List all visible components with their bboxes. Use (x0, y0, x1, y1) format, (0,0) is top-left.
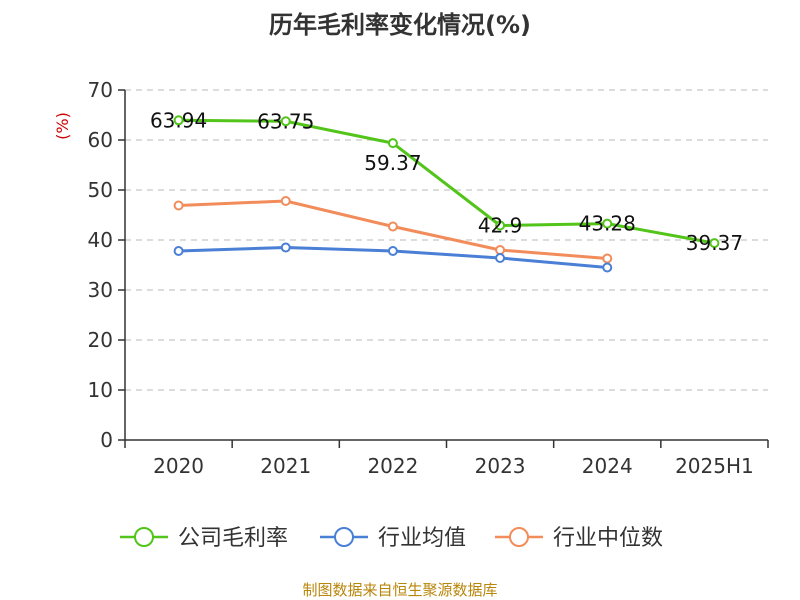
data-point[interactable] (495, 220, 506, 231)
legend-label: 公司毛利率 (178, 526, 288, 551)
y-axis-unit-label: (%) (53, 112, 72, 140)
y-tick-label: 0 (100, 428, 113, 452)
y-tick-label: 60 (88, 128, 113, 152)
y-tick-label: 50 (88, 178, 113, 202)
data-point[interactable] (602, 262, 613, 273)
legend-swatch-marker (509, 527, 529, 547)
data-point[interactable] (495, 245, 506, 255)
data-point[interactable] (280, 116, 291, 127)
data-label: 63.75 (257, 109, 314, 133)
data-point[interactable] (495, 253, 506, 263)
x-tick-label: 2025H1 (675, 454, 754, 478)
legend-item-2[interactable]: 行业中位数 (495, 526, 663, 551)
data-label: 42.9 (478, 214, 523, 238)
axes: 0 10 20 30 40 50 60 70 2020 2021 2022 2023 2024 2025H… (88, 78, 769, 478)
x-tick-label: 2020 (153, 454, 204, 478)
legend-label: 行业均值 (378, 526, 466, 551)
data-point[interactable] (387, 246, 398, 256)
x-tick-label: 2024 (582, 454, 633, 478)
x-tick-label: 2021 (260, 454, 311, 478)
legend-swatch-marker (334, 527, 354, 547)
data-point[interactable] (173, 115, 184, 126)
chart-title: 历年毛利率变化情况(%) (269, 11, 531, 39)
y-tick-label: 40 (88, 228, 113, 252)
data-point[interactable] (173, 200, 184, 211)
legend-swatch-marker (134, 527, 154, 547)
y-tick-label: 20 (88, 328, 113, 352)
data-label: 63.94 (150, 108, 207, 132)
legend-label: 行业中位数 (553, 526, 663, 551)
data-point[interactable] (280, 196, 291, 206)
data-point[interactable] (602, 218, 613, 229)
data-label: 59.37 (364, 151, 421, 175)
data-point[interactable] (173, 246, 184, 256)
data-labels: 63.94 63.75 59.37 42.9 43.28 39.37 (150, 108, 743, 255)
grid-lines (125, 89, 768, 391)
legend-item-0[interactable]: 公司毛利率 (120, 526, 288, 551)
y-tick-label: 10 (88, 378, 113, 402)
data-point[interactable] (709, 238, 720, 249)
y-tick-label: 70 (88, 78, 113, 102)
data-label: 39.37 (686, 231, 743, 255)
series-line-0 (178, 118, 715, 245)
legend-item-1[interactable]: 行业均值 (320, 526, 466, 551)
x-tick-label: 2022 (367, 454, 418, 478)
data-point[interactable] (387, 138, 398, 149)
series-layer (173, 115, 720, 273)
legend[interactable]: 公司毛利率 行业均值 行业中位数 (120, 526, 663, 551)
source-note: 制图数据来自恒生聚源数据库 (302, 581, 497, 599)
data-label: 43.28 (579, 212, 636, 236)
data-point[interactable] (387, 221, 398, 232)
data-point[interactable] (602, 253, 613, 264)
x-tick-label: 2023 (475, 454, 526, 478)
y-tick-label: 30 (88, 278, 113, 302)
data-point[interactable] (280, 242, 291, 253)
